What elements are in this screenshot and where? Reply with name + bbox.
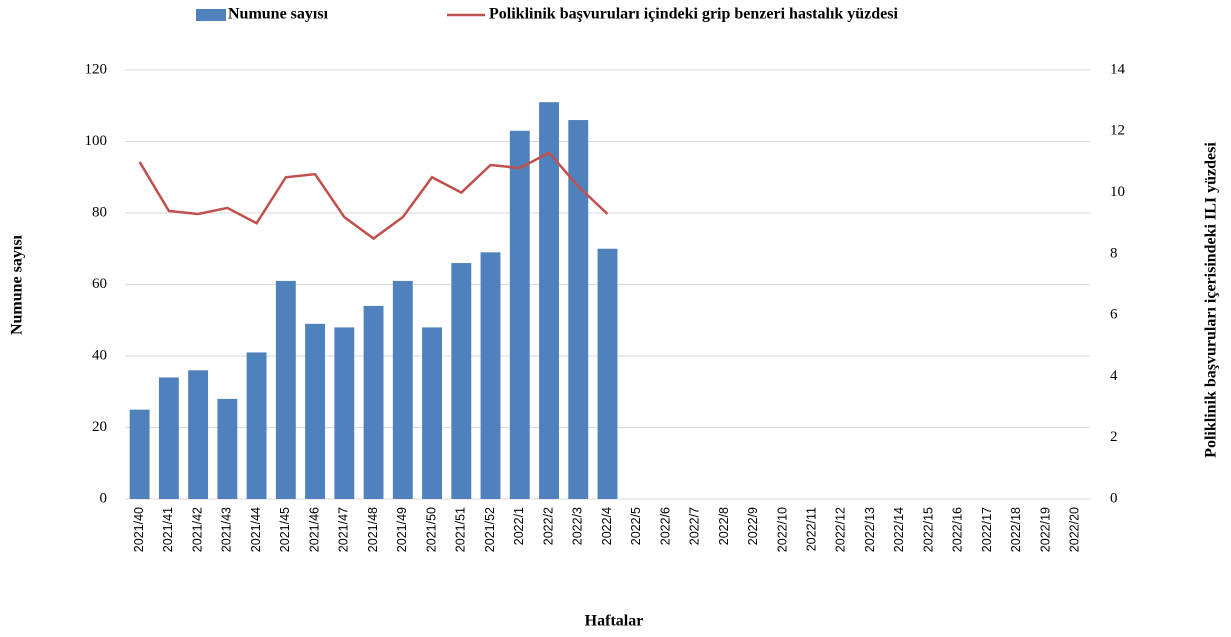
x-tick-label: 2022/2 — [541, 507, 555, 545]
y-tick-label: 40 — [92, 347, 107, 363]
y-tick-label: 80 — [92, 204, 107, 220]
x-tick-label: 2021/49 — [395, 507, 409, 552]
x-tick-label: 2021/40 — [132, 507, 146, 552]
x-tick-label: 2022/10 — [775, 507, 789, 552]
bar — [392, 280, 413, 499]
bar — [597, 248, 618, 499]
x-tick-label: 2021/43 — [220, 507, 234, 552]
bar — [509, 130, 530, 499]
bar — [217, 398, 238, 499]
bar — [129, 409, 150, 499]
x-tick-label: 2022/19 — [1038, 507, 1052, 552]
x-tick-label: 2021/50 — [424, 507, 438, 552]
bar — [480, 252, 501, 499]
bar — [158, 377, 179, 499]
y-tick-label: 0 — [100, 490, 108, 506]
x-tick-label: 2022/1 — [512, 507, 526, 545]
legend-label: Numune sayısı — [228, 6, 329, 23]
y-tick-label: 100 — [85, 133, 108, 149]
bar — [451, 263, 472, 499]
x-tick-label: 2021/47 — [337, 507, 351, 552]
x-tick-label: 2021/44 — [249, 507, 263, 552]
line — [138, 151, 609, 241]
x-tick-label: 2021/41 — [161, 507, 175, 552]
y-axis-title: Numune sayısı — [9, 234, 26, 335]
x-tick-label: 2021/45 — [278, 507, 292, 552]
y2-tick-label: 14 — [1110, 61, 1126, 77]
x-tick-label: 2022/5 — [629, 507, 643, 545]
y2-tick-label: 8 — [1110, 245, 1118, 261]
x-tick-label: 2022/17 — [980, 507, 994, 552]
y2-tick-label: 2 — [1110, 429, 1118, 445]
bar — [363, 305, 384, 499]
bar — [188, 370, 209, 499]
x-tick-label: 2022/20 — [1068, 507, 1082, 552]
bar — [539, 102, 559, 500]
x-tick-label: 2022/18 — [1009, 507, 1023, 552]
x-tick-label: 2022/9 — [746, 507, 760, 545]
x-tick-label: 2021/42 — [190, 507, 204, 552]
x-tick-label: 2022/14 — [892, 507, 906, 552]
x-tick-label: 2022/7 — [688, 507, 702, 545]
y2-tick-label: 0 — [1110, 490, 1118, 506]
x-tick-label: 2021/46 — [307, 507, 321, 552]
x-axis-title: Haftalar — [585, 613, 644, 630]
x-tick-label: 2022/4 — [600, 507, 614, 545]
bar — [305, 323, 326, 499]
x-tick-label: 2022/16 — [951, 507, 965, 552]
x-tick-label: 2022/13 — [863, 507, 877, 552]
x-tick-label: 2021/51 — [454, 507, 468, 552]
legend-swatch — [196, 9, 226, 21]
x-tick-label: 2022/15 — [921, 507, 935, 552]
y2-axis-title: Poliklinik başvuruları içerisindeki ILI … — [1203, 142, 1220, 458]
x-tick-label: 2021/52 — [483, 507, 497, 552]
bar — [422, 327, 442, 499]
bar — [568, 120, 589, 500]
x-tick-label: 2022/6 — [658, 507, 672, 545]
y2-tick-label: 12 — [1110, 123, 1125, 139]
x-tick-label: 2022/12 — [834, 507, 848, 552]
y-tick-label: 20 — [92, 419, 107, 435]
bar — [334, 327, 355, 499]
x-tick-label: 2022/3 — [571, 507, 585, 545]
x-tick-label: 2022/8 — [717, 507, 731, 545]
x-tick-label: 2022/11 — [804, 507, 818, 551]
legend-label: Poliklinik başvuruları içindeki grip ben… — [489, 6, 899, 23]
bar — [246, 352, 267, 499]
y-tick-label: 120 — [85, 61, 108, 77]
y2-tick-label: 10 — [1110, 184, 1125, 200]
y2-tick-label: 4 — [1110, 368, 1118, 384]
y2-tick-label: 6 — [1110, 307, 1118, 323]
x-tick-label: 2021/48 — [366, 507, 380, 552]
y-tick-label: 60 — [92, 276, 107, 292]
bar — [275, 280, 296, 499]
